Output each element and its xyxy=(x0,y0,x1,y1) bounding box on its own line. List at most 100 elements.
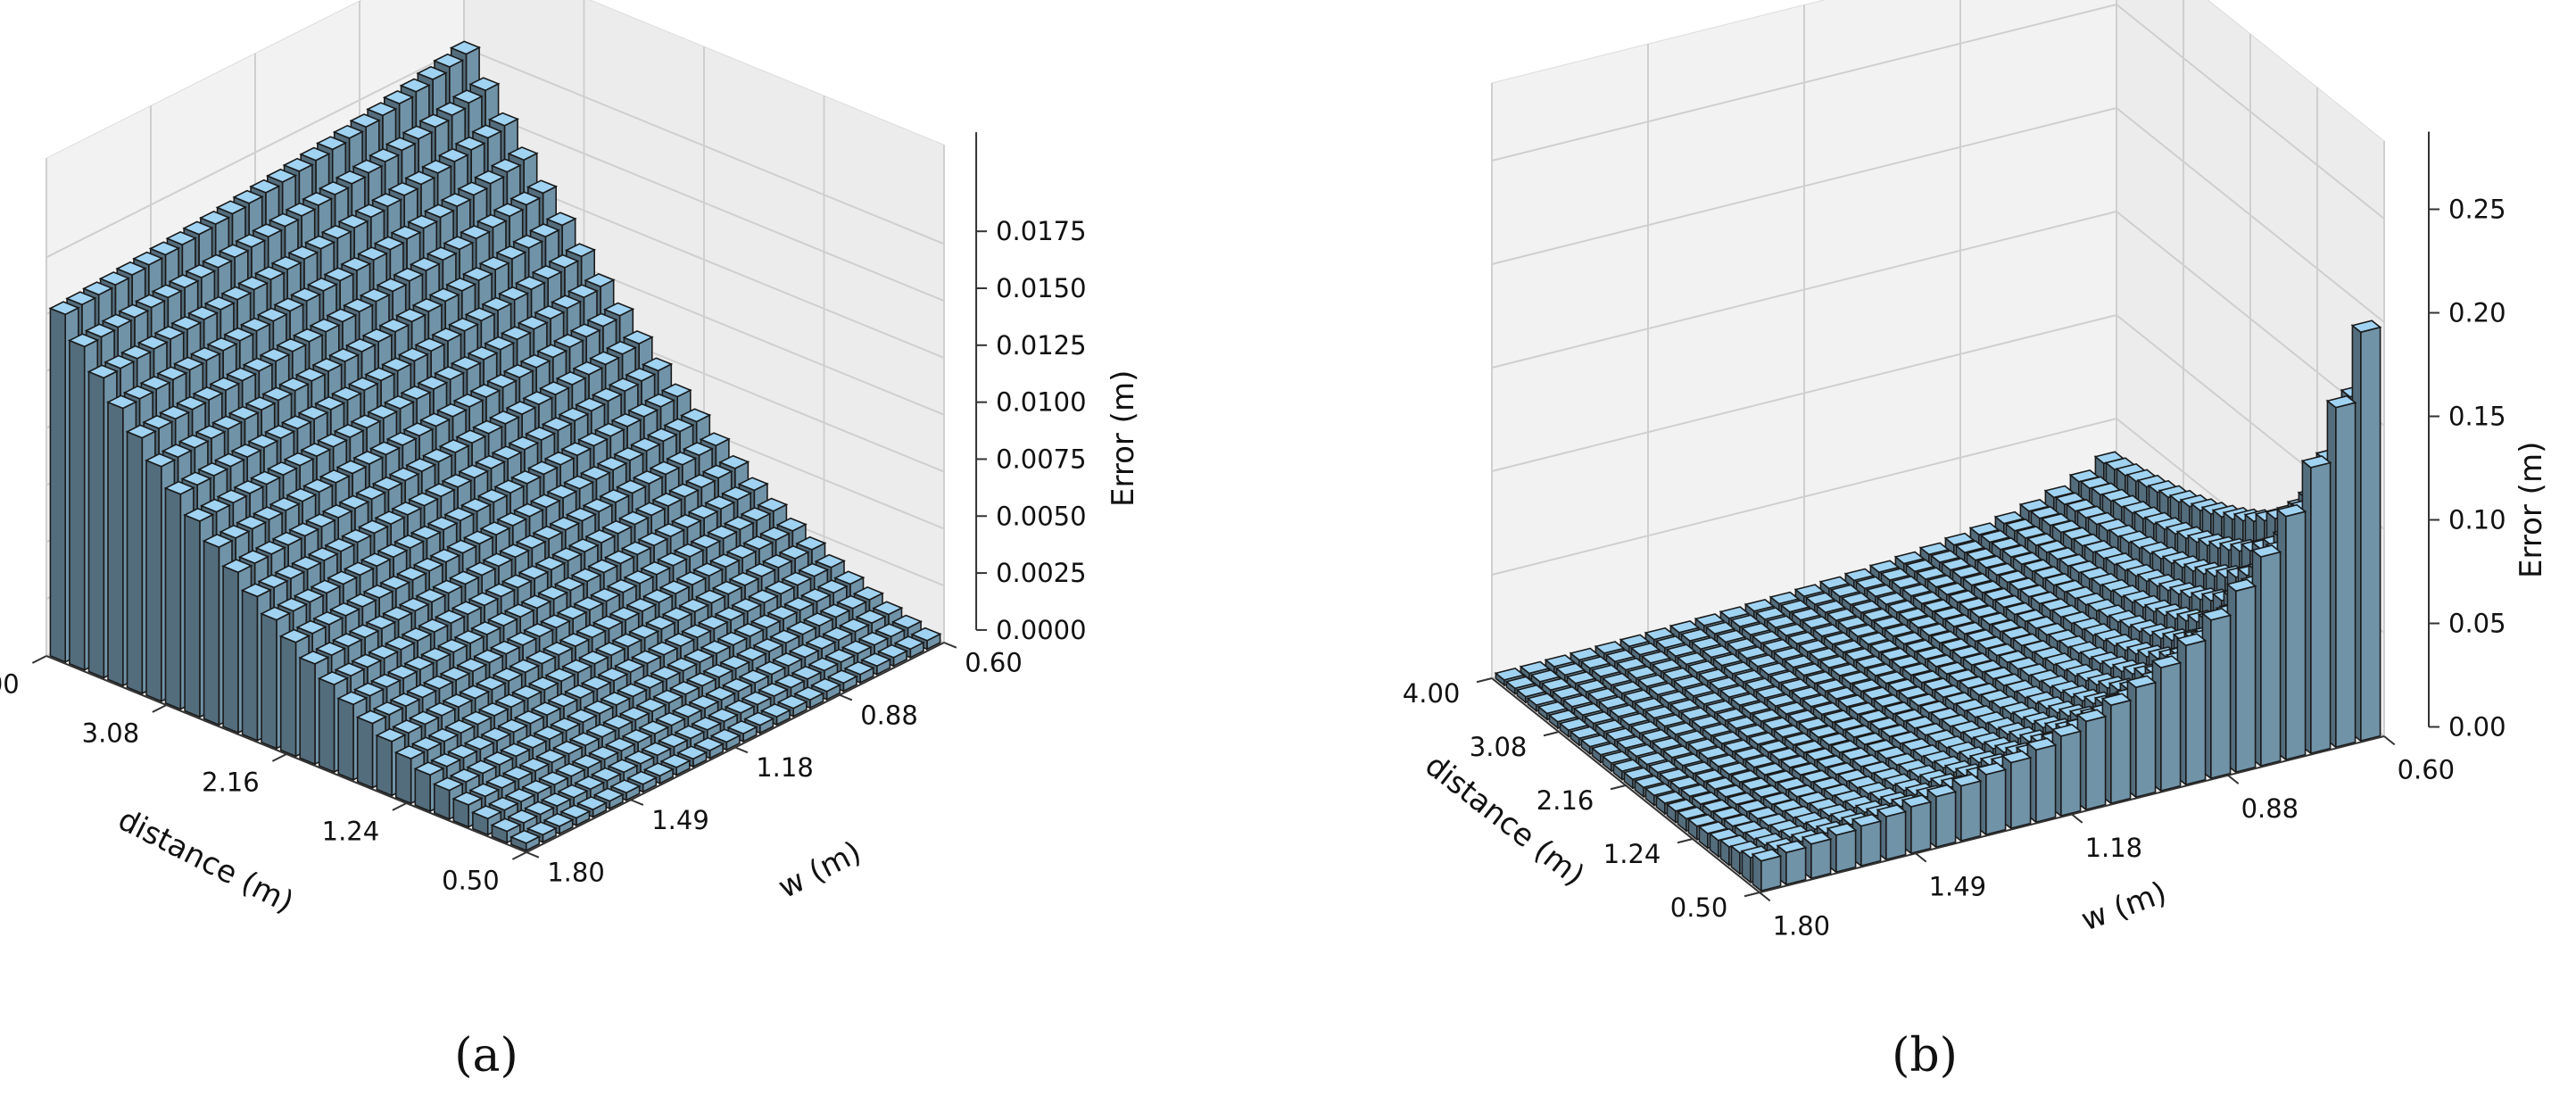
w-tick-label: 0.88 xyxy=(860,700,918,730)
w-tick-label: 1.80 xyxy=(547,858,605,888)
bar-face-top xyxy=(48,301,80,316)
bar-face-top xyxy=(153,325,186,340)
bar-face-top xyxy=(134,294,167,309)
bar-face-top xyxy=(490,158,522,173)
bar-face-top xyxy=(454,136,486,151)
bar xyxy=(2125,675,2158,799)
bar-face-top xyxy=(656,552,689,567)
bar-face-top xyxy=(151,284,183,299)
bar-face-top xyxy=(265,168,298,183)
bar-face-top xyxy=(764,580,796,595)
bar-face-top xyxy=(476,488,509,503)
bar-face-top xyxy=(731,598,763,612)
bar-face-top xyxy=(225,367,258,382)
bar-face-top xyxy=(67,333,100,348)
z-tick-label: 0.0175 xyxy=(996,216,1086,246)
bar-face-top xyxy=(632,469,664,485)
bar-face-top xyxy=(497,286,530,301)
bar-face-top xyxy=(708,553,741,568)
bar-face-top xyxy=(467,345,499,361)
bar-face-top xyxy=(704,495,736,510)
bar-face-top xyxy=(418,412,451,427)
bar-face-top xyxy=(515,535,547,550)
bar-face-front xyxy=(2060,730,2082,817)
distance-tick-mark xyxy=(152,704,167,713)
bar-face-top xyxy=(799,588,832,602)
distance-tick-label: 0.50 xyxy=(442,865,500,895)
bar xyxy=(2175,633,2207,786)
bar-face-top xyxy=(443,507,476,522)
bar-face-top xyxy=(203,295,236,311)
bar-face-front xyxy=(2260,551,2282,768)
bar-face-front xyxy=(2285,510,2307,761)
bar-face-top xyxy=(404,170,436,186)
bar-face-top xyxy=(872,601,904,616)
bar-face-top xyxy=(814,553,846,568)
bar-face-top xyxy=(115,261,147,276)
bar-face-top xyxy=(468,77,501,92)
bar-face-top xyxy=(273,297,305,312)
bar-face-top xyxy=(545,212,577,227)
bar-face-side xyxy=(203,540,220,726)
bar-face-top xyxy=(564,243,597,258)
bar-face-top xyxy=(532,525,564,540)
bar-face-top xyxy=(314,395,346,411)
bar-face-top xyxy=(512,502,545,518)
bar-face-top xyxy=(451,89,484,104)
bar-face-side xyxy=(222,565,239,734)
bar-face-top xyxy=(603,550,636,565)
bar-face-top xyxy=(761,553,793,568)
panel-a-label: (a) xyxy=(454,1029,518,1083)
bar-face-top xyxy=(797,562,830,577)
bar-face-top xyxy=(352,159,384,174)
bar-face-top xyxy=(711,580,743,595)
bar-face-top xyxy=(546,484,578,499)
bar-face-top xyxy=(737,477,769,492)
bar-face-top xyxy=(276,337,308,353)
bar-face-top xyxy=(201,253,234,269)
bar xyxy=(2275,503,2307,761)
bar-face-top xyxy=(458,464,490,479)
bar-face-top xyxy=(519,353,551,369)
bar-face-top xyxy=(778,544,810,560)
bar-face-top xyxy=(526,461,559,476)
bar-face-top xyxy=(411,297,443,312)
bar-face-top xyxy=(172,356,205,371)
w-tick-label: 1.18 xyxy=(756,752,814,783)
bar-face-top xyxy=(311,357,344,372)
bar-face-top xyxy=(701,464,733,479)
bar-face-top xyxy=(443,236,475,251)
bar-face-front xyxy=(2335,402,2357,749)
bar-face-top xyxy=(679,408,712,423)
bar-face-top xyxy=(182,220,214,236)
bar-face-top xyxy=(297,405,329,420)
panel-a-zlabel: Error (m) xyxy=(1106,370,1141,507)
bar-face-side xyxy=(337,697,354,781)
bar-face-top xyxy=(511,234,544,249)
bar-face-top xyxy=(775,517,808,532)
bar-face-top xyxy=(502,363,534,378)
bar-face-top xyxy=(215,200,247,215)
bar-face-top xyxy=(646,427,678,443)
bar-face-top xyxy=(620,541,652,556)
bar-face-top xyxy=(627,402,659,418)
bar-face-top xyxy=(277,377,311,392)
bar-face-top xyxy=(593,422,625,437)
z-tick-label: 0.0025 xyxy=(996,558,1086,588)
bar-face-top xyxy=(242,357,274,372)
bar-face-top xyxy=(558,407,590,422)
bar-face-top xyxy=(601,519,634,535)
bar-face-top xyxy=(586,312,618,328)
bar-face-top xyxy=(742,535,774,551)
bar xyxy=(1975,762,2008,836)
bar-face-top xyxy=(383,394,416,410)
bar-face-top xyxy=(910,627,942,642)
bar-face-top xyxy=(634,502,667,517)
bar-face-top xyxy=(244,396,277,411)
bar-face-top xyxy=(485,373,518,388)
bar-face-top xyxy=(378,318,410,333)
bar-face-top xyxy=(344,337,377,353)
bar-face-top xyxy=(251,223,284,238)
bar-face-front xyxy=(2110,699,2132,805)
bar-face-top xyxy=(605,340,638,355)
